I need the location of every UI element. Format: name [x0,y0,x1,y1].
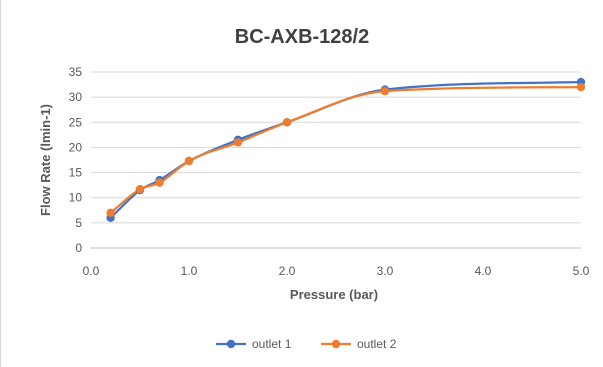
legend-marker-1 [226,339,236,349]
series-2-point [135,184,145,194]
y-tick-label: 25 [69,115,83,129]
series-2-point [380,86,390,96]
y-tick-label: 0 [75,241,82,255]
legend: outlet 1 outlet 2 [216,337,397,351]
y-tick-label: 35 [69,65,83,79]
x-tick-label: 0.0 [83,264,100,278]
y-tick-label: 15 [69,166,83,180]
gridlines [91,71,581,249]
y-tick-label: 20 [69,140,83,154]
x-tick-label: 2.0 [279,264,296,278]
series-2-point [184,156,194,166]
y-tick-label: 5 [75,216,82,230]
legend-marker-2 [331,339,341,349]
legend-label-2: outlet 2 [357,337,397,351]
series-points [106,77,586,223]
series-2-point [106,208,115,217]
y-tick-label: 10 [69,191,83,205]
series-line-2 [109,85,582,214]
x-axis-ticks: 0.0 1.0 2.0 3.0 4.0 5.0 [83,264,590,278]
x-tick-label: 5.0 [573,264,590,278]
legend-label-1: outlet 1 [252,337,292,351]
series-2-point [233,138,243,147]
x-tick-label: 3.0 [377,264,394,278]
x-tick-label: 1.0 [181,264,198,278]
series-2-point [155,178,164,187]
series-2-point [282,118,292,127]
y-axis-ticks: 0 5 10 15 20 25 30 35 [69,65,83,255]
chart-title: BC-AXB-128/2 [235,26,369,48]
x-axis-title: Pressure (bar) [290,287,378,302]
series-2-point [576,82,586,92]
y-axis-title: Flow Rate (lmin-1) [38,104,53,216]
x-tick-label: 4.0 [475,264,492,278]
y-tick-label: 30 [69,90,83,104]
